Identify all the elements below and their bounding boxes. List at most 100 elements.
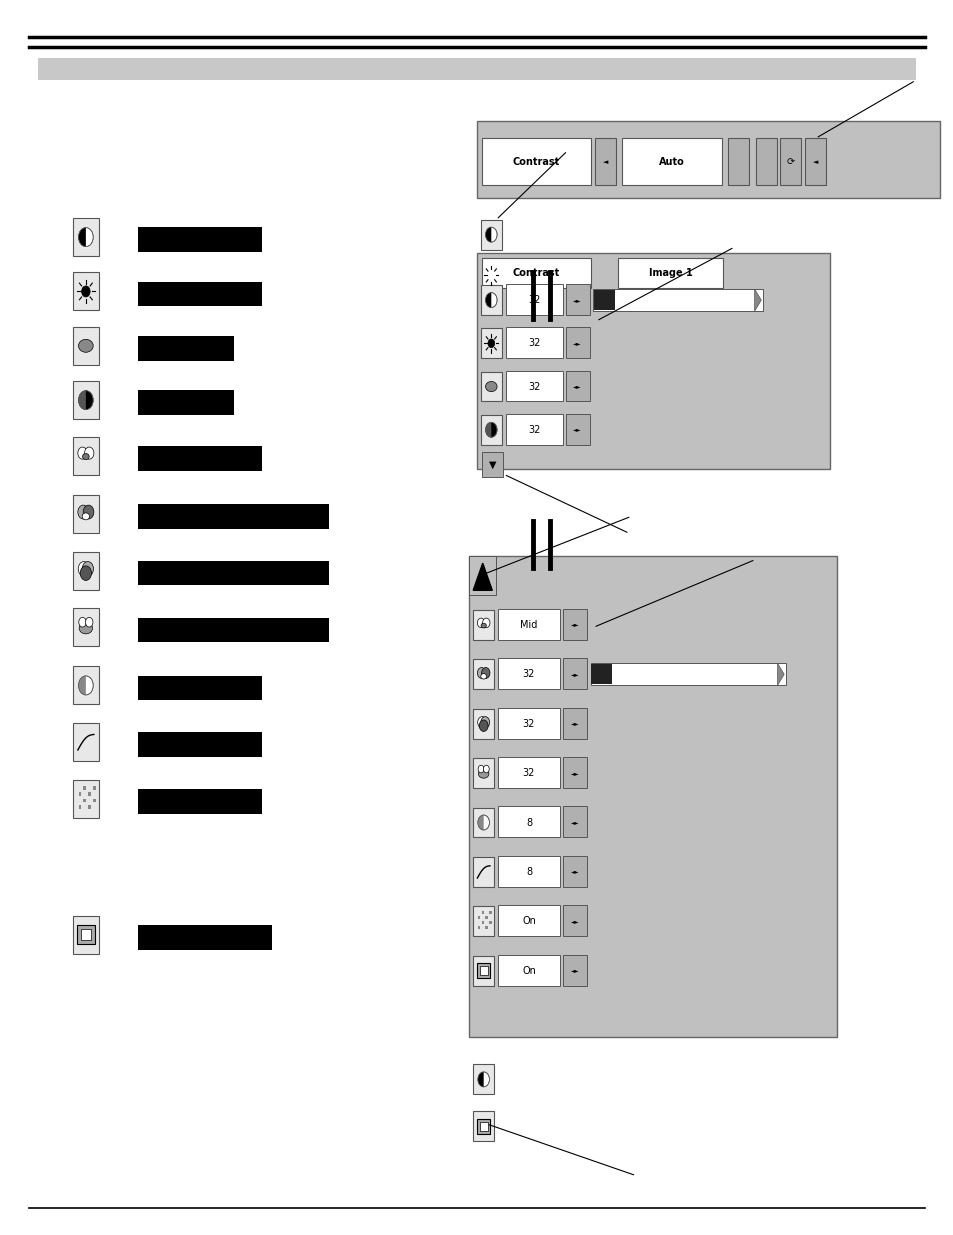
Bar: [485, 926, 487, 929]
Text: ◄►: ◄►: [570, 672, 578, 677]
Bar: [497, 757, 559, 788]
Bar: [562, 708, 586, 739]
Text: On: On: [521, 916, 536, 926]
Text: 32: 32: [522, 719, 535, 729]
Bar: [83, 799, 86, 803]
Bar: [618, 258, 722, 288]
Circle shape: [482, 619, 490, 627]
Bar: [138, 925, 272, 950]
Bar: [479, 966, 487, 976]
Bar: [481, 921, 483, 924]
Bar: [480, 301, 501, 331]
Ellipse shape: [480, 624, 486, 627]
Text: ◄►: ◄►: [570, 968, 578, 973]
Circle shape: [82, 287, 90, 296]
Bar: [138, 504, 329, 529]
Bar: [562, 658, 586, 689]
Text: 8: 8: [525, 867, 532, 877]
Bar: [505, 327, 562, 358]
Bar: [72, 382, 99, 419]
Text: Auto: Auto: [659, 157, 684, 167]
Wedge shape: [477, 1072, 483, 1087]
Text: ◄►: ◄►: [573, 384, 581, 389]
Bar: [480, 342, 501, 372]
Bar: [476, 253, 829, 469]
Bar: [138, 789, 262, 814]
Polygon shape: [754, 289, 760, 311]
Circle shape: [481, 667, 490, 678]
Ellipse shape: [79, 622, 92, 634]
Circle shape: [485, 293, 497, 308]
Bar: [473, 709, 494, 739]
Text: ◄►: ◄►: [570, 721, 578, 726]
Polygon shape: [777, 663, 783, 685]
Bar: [497, 708, 559, 739]
Text: ◄►: ◄►: [570, 820, 578, 825]
Circle shape: [78, 447, 87, 459]
Bar: [780, 138, 801, 185]
Circle shape: [86, 618, 92, 627]
Text: ◄►: ◄►: [573, 427, 581, 432]
Bar: [480, 372, 501, 401]
Bar: [480, 383, 501, 412]
Bar: [72, 327, 99, 364]
Circle shape: [78, 390, 93, 410]
Bar: [138, 282, 262, 306]
Bar: [565, 370, 589, 401]
Circle shape: [487, 270, 495, 280]
Bar: [83, 785, 86, 790]
Text: Contrast: Contrast: [513, 157, 559, 167]
Wedge shape: [485, 422, 491, 437]
Bar: [481, 452, 502, 477]
Text: ◄►: ◄►: [573, 298, 581, 303]
Circle shape: [477, 716, 486, 729]
Circle shape: [78, 676, 93, 695]
Bar: [72, 609, 99, 646]
Circle shape: [484, 391, 492, 400]
Ellipse shape: [488, 396, 494, 400]
Bar: [594, 290, 615, 310]
Bar: [78, 805, 81, 809]
Text: 32: 32: [522, 669, 535, 679]
Bar: [481, 138, 591, 185]
Text: ◄►: ◄►: [570, 771, 578, 776]
Circle shape: [80, 566, 91, 580]
Circle shape: [477, 1072, 489, 1087]
Bar: [72, 916, 99, 953]
Bar: [72, 724, 99, 761]
Bar: [81, 930, 91, 940]
Bar: [473, 1065, 494, 1094]
Bar: [562, 609, 586, 640]
Bar: [480, 261, 501, 290]
Wedge shape: [78, 390, 86, 410]
Bar: [469, 556, 836, 1037]
Bar: [477, 926, 479, 929]
Bar: [473, 758, 494, 788]
Bar: [497, 856, 559, 887]
Circle shape: [478, 720, 488, 731]
Bar: [804, 138, 825, 185]
Bar: [476, 963, 490, 978]
Bar: [595, 138, 616, 185]
Wedge shape: [485, 350, 491, 364]
Bar: [565, 327, 589, 358]
Bar: [469, 556, 496, 595]
Text: On: On: [521, 966, 536, 976]
Bar: [497, 806, 559, 837]
Bar: [480, 329, 501, 358]
Bar: [485, 916, 487, 919]
Text: 32: 32: [522, 768, 535, 778]
Bar: [497, 658, 559, 689]
Circle shape: [477, 766, 483, 773]
Wedge shape: [477, 815, 483, 830]
Bar: [138, 676, 262, 700]
Bar: [565, 414, 589, 445]
Circle shape: [487, 338, 495, 348]
Circle shape: [78, 505, 89, 519]
Bar: [138, 618, 329, 642]
Text: Mid: Mid: [519, 620, 537, 630]
Bar: [473, 610, 494, 640]
Text: Contrast: Contrast: [513, 268, 559, 278]
Polygon shape: [505, 568, 578, 626]
Circle shape: [79, 618, 86, 627]
